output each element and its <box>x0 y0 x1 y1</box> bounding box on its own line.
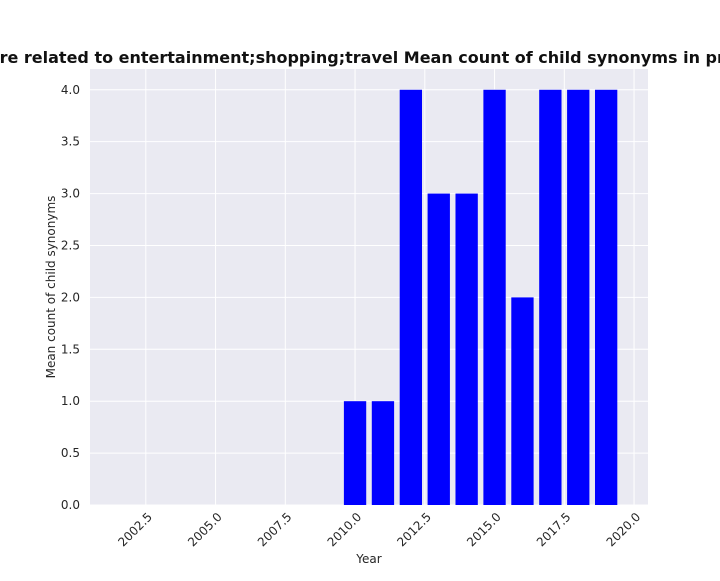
x-tick-label: 2002.5 <box>115 510 155 550</box>
bars <box>343 89 618 506</box>
y-axis-label: Mean count of child synonyms <box>44 196 58 379</box>
bar-2017 <box>539 89 562 505</box>
y-tick-label: 1.0 <box>61 394 80 408</box>
bar-2010 <box>343 401 367 505</box>
bar-2016 <box>511 297 534 505</box>
x-tick-label: 2020.0 <box>604 510 644 550</box>
x-tick-label: 2015.0 <box>464 510 504 550</box>
x-tick-label: 2010.0 <box>325 510 365 550</box>
y-tick-label: 1.5 <box>61 342 80 356</box>
bar-2019 <box>594 89 618 505</box>
y-tick-label: 3.5 <box>61 135 80 149</box>
y-tick-label: 0.5 <box>61 446 80 460</box>
bar-2015 <box>483 89 506 505</box>
x-tick-label: 2012.5 <box>394 510 434 550</box>
bar-2014 <box>455 193 478 506</box>
bar-2013 <box>427 193 450 506</box>
y-tick-label: 2.0 <box>61 290 80 304</box>
y-tick-label: 0.0 <box>61 498 80 512</box>
bar-2012 <box>399 89 423 505</box>
y-tick-label: 2.5 <box>61 238 80 252</box>
y-tick-label: 4.0 <box>61 83 80 97</box>
x-tick-label: 2007.5 <box>255 510 295 550</box>
x-tick-label: 2017.5 <box>534 510 574 550</box>
bar-2011 <box>371 401 395 505</box>
y-tick-label: 3.0 <box>61 187 80 201</box>
bar-2018 <box>567 89 590 505</box>
chart-title: ories are related to entertainment;shopp… <box>0 48 720 67</box>
x-tick-labels: 2002.5 2005.0 2007.5 2010.0 2012.5 2015.0 2017… <box>115 510 643 550</box>
y-tick-labels: 0.0 0.5 1.0 1.5 2.0 2.5 3.0 3.5 4.0 <box>61 83 80 512</box>
x-tick-label: 2005.0 <box>185 510 225 550</box>
x-axis-label: Year <box>355 552 381 566</box>
